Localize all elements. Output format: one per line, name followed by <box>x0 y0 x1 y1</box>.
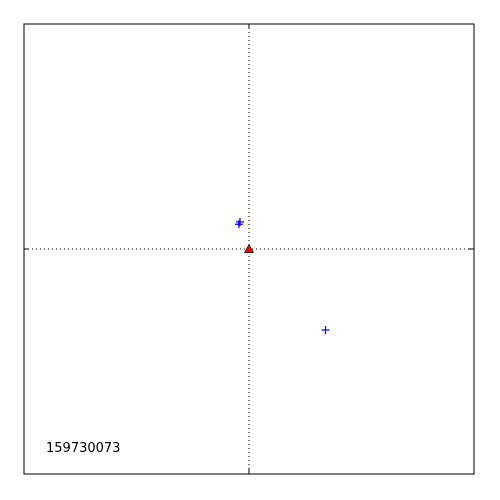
data-points <box>234 218 330 334</box>
triangle-marker-point <box>243 243 255 253</box>
plot-annotation: 159730073 <box>46 441 120 456</box>
plus-marker-point <box>321 326 330 334</box>
axis-ticks <box>24 24 474 474</box>
plus-marker-point <box>234 220 243 229</box>
plot-frame <box>23 23 475 475</box>
